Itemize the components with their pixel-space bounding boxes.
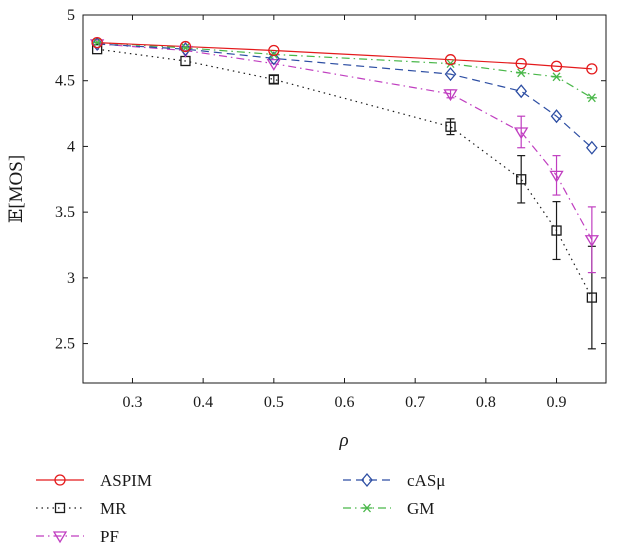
x-tick-label: 0.9 — [547, 394, 567, 411]
error-bar — [517, 115, 526, 149]
x-tick-label: 0.6 — [335, 394, 355, 411]
y-axis-label: 𝔼[MOS] — [6, 155, 27, 223]
error-bar — [587, 206, 596, 274]
square-marker — [551, 225, 562, 236]
asterisk-stroke — [517, 68, 526, 78]
error-bar — [446, 118, 455, 136]
square-marker — [586, 292, 598, 303]
series-lines — [97, 42, 593, 298]
y-tick-label: 3.5 — [55, 204, 75, 221]
asterisk-stroke — [446, 59, 455, 69]
diamond-marker — [550, 109, 563, 124]
y-tick-label: 2.5 — [55, 336, 75, 353]
legend-label: MR — [100, 499, 127, 518]
data-markers — [89, 36, 600, 303]
y-tick-label: 4 — [67, 138, 75, 155]
y-tick-label: 4.5 — [55, 73, 75, 90]
circle-marker — [515, 57, 527, 70]
x-tick-label: 0.7 — [405, 394, 425, 411]
circle-marker — [550, 60, 563, 72]
y-tick-label: 3 — [67, 270, 75, 287]
plot-area-border — [82, 14, 607, 384]
asterisk-stroke — [269, 50, 278, 59]
x-tick-label: 0.3 — [122, 394, 142, 411]
triangle-marker — [89, 39, 105, 52]
x-axis-label: ρ — [338, 430, 348, 451]
axis-ticks: 0.3 0.4 0.5 0.6 0.7 0.8 0.9 2.5 3 3.5 4 4.5 5 — [55, 7, 606, 411]
circle-marker — [586, 63, 598, 75]
triangle-marker — [266, 58, 281, 71]
diamond-marker — [361, 472, 373, 488]
square-marker — [516, 174, 527, 185]
asterisk-marker — [92, 38, 103, 48]
series-line-cas — [97, 43, 593, 149]
square-marker — [268, 74, 279, 85]
error-bar — [552, 201, 561, 261]
diamond-marker — [267, 51, 280, 66]
error-bars — [269, 74, 596, 350]
diamond-marker — [179, 42, 192, 57]
triangle-marker — [443, 89, 458, 102]
error-bar — [517, 155, 526, 204]
legend-entry[interactable]: GM — [343, 499, 434, 518]
diamond-marker — [91, 36, 103, 51]
x-tick-label: 0.5 — [264, 394, 284, 411]
square-marker — [54, 502, 66, 514]
triangle-marker — [549, 170, 564, 183]
legend-label: ASPIM — [100, 471, 152, 490]
circle-marker — [268, 44, 280, 57]
triangle-marker — [52, 531, 68, 544]
asterisk-marker — [362, 503, 372, 513]
square-marker — [91, 44, 103, 55]
circle-marker — [54, 474, 66, 486]
error-bar — [552, 155, 561, 196]
legend-label: cASμ — [407, 471, 445, 490]
asterisk-marker — [586, 93, 597, 103]
y-tick-label: 5 — [67, 7, 75, 24]
triangle-marker — [584, 235, 600, 248]
asterisk-marker — [551, 72, 562, 82]
legend-entry[interactable]: cASμ — [343, 471, 445, 490]
x-tick-label: 0.4 — [193, 394, 213, 411]
series-line-mr — [97, 48, 593, 298]
legend-label: PF — [100, 527, 119, 546]
diamond-marker — [515, 84, 528, 99]
legend-entry[interactable]: MR — [36, 499, 127, 518]
legend-entry[interactable]: PF — [36, 527, 119, 546]
circle-marker — [179, 40, 192, 53]
triangle-marker — [514, 127, 529, 140]
asterisk-marker — [516, 68, 527, 78]
diamond-marker — [444, 67, 457, 82]
circle-marker — [91, 36, 103, 49]
asterisk-stroke — [93, 38, 102, 48]
asterisk-stroke — [552, 72, 561, 82]
plot-frame — [82, 14, 607, 384]
circle-marker — [444, 54, 457, 66]
legend-entry[interactable]: ASPIM — [36, 471, 152, 490]
square-marker — [445, 121, 456, 132]
legend: ASPIM MR PF cASμ GM — [36, 471, 445, 546]
x-tick-label: 0.8 — [476, 394, 496, 411]
asterisk-stroke — [363, 503, 371, 513]
legend-label: GM — [407, 499, 434, 518]
asterisk-stroke — [587, 93, 596, 103]
diamond-marker — [586, 140, 598, 155]
